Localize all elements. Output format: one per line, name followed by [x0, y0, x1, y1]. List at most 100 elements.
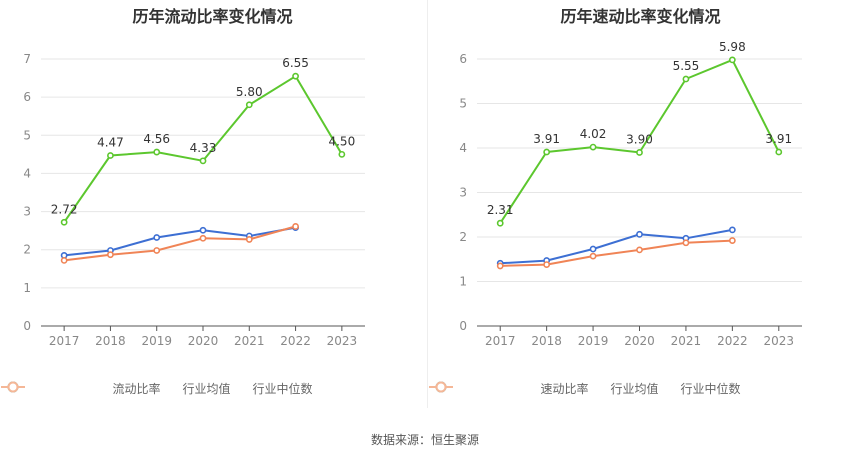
data-source-note: 数据来源：恒生聚源 — [370, 433, 479, 447]
data-point — [589, 143, 597, 151]
current-ratio-chart: 历年流动比率变化情况 0 1 2 3 4 5 6 7 2017 2018 2019 2020 2021 2… — [0, 0, 425, 410]
y-tick-label: 5 — [23, 128, 31, 142]
data-point — [543, 261, 551, 268]
y-tick-label: 6 — [459, 52, 467, 66]
y-tick-label: 0 — [23, 319, 31, 333]
x-tick-label: 2021 — [234, 334, 265, 348]
legend-marker-icon — [429, 381, 453, 393]
data-point — [292, 223, 299, 230]
x-tick-label: 2019 — [141, 334, 172, 348]
chart-legend: 速动比率 行业均值 行业中位数 — [428, 380, 850, 397]
data-label: 3.91 — [533, 132, 560, 146]
data-label: 3.90 — [626, 132, 653, 146]
data-point — [775, 148, 783, 156]
y-tick-label: 2 — [23, 243, 31, 257]
data-label: 5.55 — [673, 59, 700, 73]
y-tick-label: 5 — [459, 97, 467, 111]
y-tick-label: 4 — [23, 166, 31, 180]
data-point — [496, 262, 504, 270]
data-label: 2.31 — [487, 203, 514, 217]
legend-label: 行业中位数 — [680, 382, 741, 396]
data-point — [728, 56, 736, 64]
quick-ratio-plot: 0 1 2 3 4 5 6 2017 2018 2019 2020 2021 2022 2023 2.31 3… — [459, 40, 802, 348]
data-point — [636, 149, 643, 156]
data-point — [153, 148, 161, 156]
data-label: 5.80 — [236, 85, 263, 99]
quick-ratio-chart: 历年速动比率变化情况 0 1 2 3 4 5 6 2017 2018 2019 2020 2021 20… — [428, 0, 850, 410]
data-point — [107, 251, 114, 259]
y-tick-label: 6 — [23, 90, 31, 104]
y-tick-label: 2 — [459, 230, 467, 244]
data-point — [543, 148, 551, 156]
y-tick-label: 3 — [459, 186, 467, 200]
data-point — [60, 218, 68, 226]
data-label: 4.47 — [97, 136, 124, 150]
data-point — [292, 72, 299, 80]
legend-item-quick-ratio[interactable]: 速动比率 — [429, 380, 589, 397]
data-point — [636, 230, 643, 238]
legend-label: 速动比率 — [540, 382, 589, 396]
x-tick-label: 2019 — [578, 334, 609, 348]
chart-title: 历年速动比率变化情况 — [560, 7, 721, 26]
data-point — [153, 247, 161, 254]
legend-label: 行业均值 — [182, 382, 231, 396]
panel-divider — [427, 0, 428, 408]
x-tick-label: 2023 — [764, 334, 795, 348]
data-label: 4.33 — [190, 141, 217, 155]
data-label: 4.56 — [143, 132, 170, 146]
data-point — [338, 150, 346, 158]
legend-label: 行业中位数 — [252, 382, 313, 396]
data-label: 5.98 — [719, 40, 746, 54]
x-tick-label: 2023 — [327, 334, 358, 348]
data-point — [153, 234, 161, 241]
data-label: 2.72 — [51, 202, 78, 216]
data-point — [636, 246, 643, 254]
data-label: 4.02 — [580, 127, 607, 141]
x-tick-label: 2020 — [188, 334, 219, 348]
x-tick-label: 2021 — [671, 334, 702, 348]
legend-item-current-ratio[interactable]: 流动比率 — [1, 380, 161, 397]
legend-label: 行业均值 — [610, 382, 659, 396]
data-point — [245, 101, 253, 109]
legend-item-industry-median[interactable]: 行业中位数 — [1, 380, 313, 397]
chart-title: 历年流动比率变化情况 — [132, 7, 293, 26]
data-point — [589, 252, 597, 260]
legend-marker-icon — [1, 381, 25, 393]
data-point — [728, 226, 736, 234]
data-point — [60, 256, 68, 264]
x-tick-label: 2017 — [49, 334, 80, 348]
series-line — [500, 228, 733, 265]
data-point — [199, 226, 207, 234]
data-point — [589, 245, 597, 253]
y-tick-label: 7 — [23, 52, 31, 66]
data-point — [199, 157, 207, 165]
data-point — [682, 239, 690, 247]
series-line — [500, 239, 733, 267]
y-tick-label: 4 — [459, 141, 467, 155]
x-tick-label: 2022 — [717, 334, 748, 348]
chart-legend: 流动比率 行业均值 行业中位数 — [0, 380, 425, 397]
legend-item-industry-mean[interactable]: 行业均值 — [1, 380, 231, 397]
y-tick-label: 1 — [23, 281, 31, 295]
legend-item-industry-mean[interactable]: 行业均值 — [429, 380, 659, 397]
data-point — [682, 75, 690, 83]
series-line — [63, 226, 296, 257]
data-point — [199, 234, 207, 242]
y-tick-label: 0 — [459, 319, 467, 333]
data-point — [496, 219, 504, 227]
x-tick-label: 2018 — [531, 334, 562, 348]
data-point — [245, 236, 253, 243]
x-tick-label: 2018 — [95, 334, 126, 348]
data-point — [107, 152, 114, 159]
data-label: 4.50 — [328, 134, 355, 148]
y-tick-label: 1 — [459, 275, 467, 289]
data-label: 3.91 — [765, 132, 792, 146]
x-tick-label: 2020 — [624, 334, 655, 348]
legend-item-industry-median[interactable]: 行业中位数 — [429, 380, 741, 397]
y-tick-label: 3 — [23, 205, 31, 219]
x-tick-label: 2022 — [280, 334, 311, 348]
x-tick-label: 2017 — [485, 334, 516, 348]
current-ratio-plot: 0 1 2 3 4 5 6 7 2017 2018 2019 2020 2021 2022 2023 2.72… — [23, 52, 365, 348]
data-point — [728, 237, 736, 244]
legend-label: 流动比率 — [112, 382, 161, 396]
